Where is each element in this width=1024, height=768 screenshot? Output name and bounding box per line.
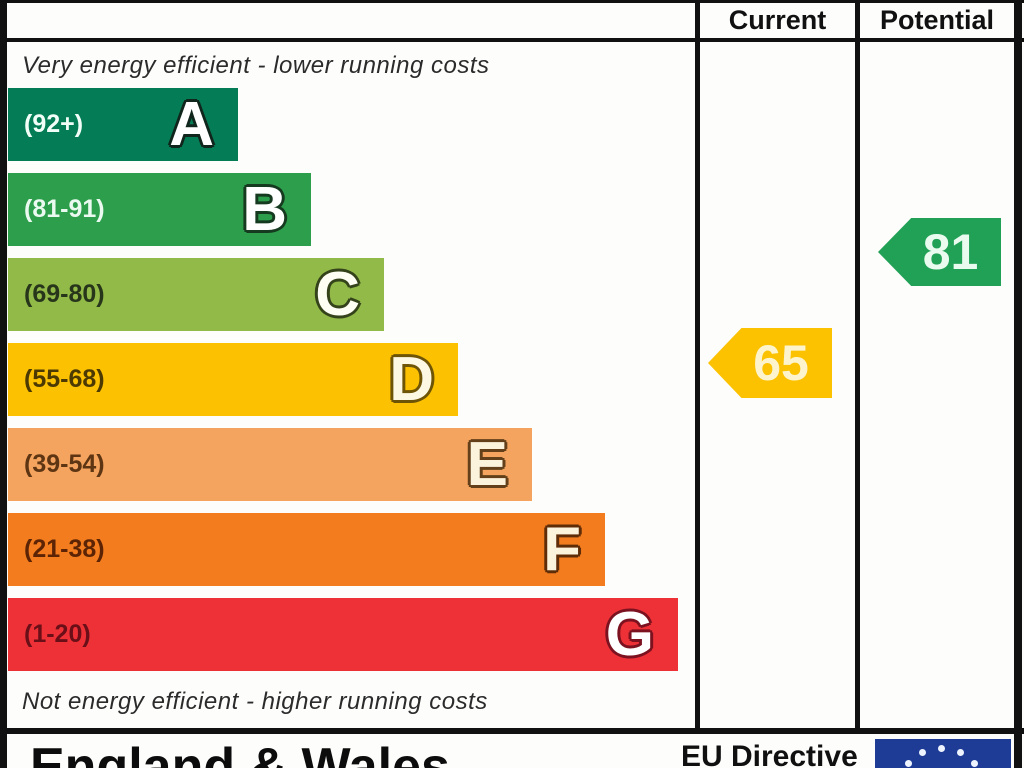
footer-region-label: England & Wales xyxy=(30,738,450,768)
band-a-range-label: (92+) xyxy=(24,110,84,138)
current-rating-value: 65 xyxy=(753,335,809,391)
current-rating-arrow: 65 xyxy=(708,328,832,398)
footer-divider-line xyxy=(0,728,1024,734)
band-f-letter: F xyxy=(543,514,581,584)
header-divider-line xyxy=(0,38,1024,42)
band-g-row: (1-20) G xyxy=(8,598,678,671)
potential-column-divider xyxy=(855,0,860,732)
table-left-border xyxy=(0,0,7,768)
band-b-range-label: (81-91) xyxy=(24,195,105,223)
band-d-row: (55-68) D xyxy=(8,343,458,416)
band-b-row: (81-91) B xyxy=(8,173,311,246)
band-f-range-label: (21-38) xyxy=(24,535,105,563)
potential-rating-value: 81 xyxy=(922,224,979,280)
table-top-border xyxy=(0,0,1024,3)
band-d-range-label: (55-68) xyxy=(24,365,105,393)
band-e-range-label: (39-54) xyxy=(24,450,105,478)
band-e-letter: E xyxy=(466,429,508,499)
caption-very-efficient: Very energy efficient - lower running co… xyxy=(22,52,490,79)
column-header-current: Current xyxy=(728,5,827,35)
band-g-range-label: (1-20) xyxy=(24,620,91,648)
band-c-letter: C xyxy=(315,259,360,329)
eu-flag-icon xyxy=(875,739,1011,768)
footer-eu-directive-label: EU Directive xyxy=(681,740,858,768)
table-right-border xyxy=(1014,0,1022,768)
band-c-range-label: (69-80) xyxy=(24,280,105,308)
band-a-letter: A xyxy=(169,89,214,159)
current-column-divider xyxy=(695,0,700,732)
band-b-letter: B xyxy=(242,174,287,244)
band-e-row: (39-54) E xyxy=(8,428,532,501)
band-a-row: (92+) A xyxy=(8,88,238,161)
band-c-row: (69-80) C xyxy=(8,258,384,331)
band-d-letter: D xyxy=(389,344,434,414)
potential-rating-arrow: 81 xyxy=(878,218,1001,286)
band-f-row: (21-38) F xyxy=(8,513,605,586)
column-header-potential: Potential xyxy=(879,5,994,35)
caption-not-efficient: Not energy efficient - higher running co… xyxy=(22,688,488,715)
band-g-letter: G xyxy=(605,599,654,669)
